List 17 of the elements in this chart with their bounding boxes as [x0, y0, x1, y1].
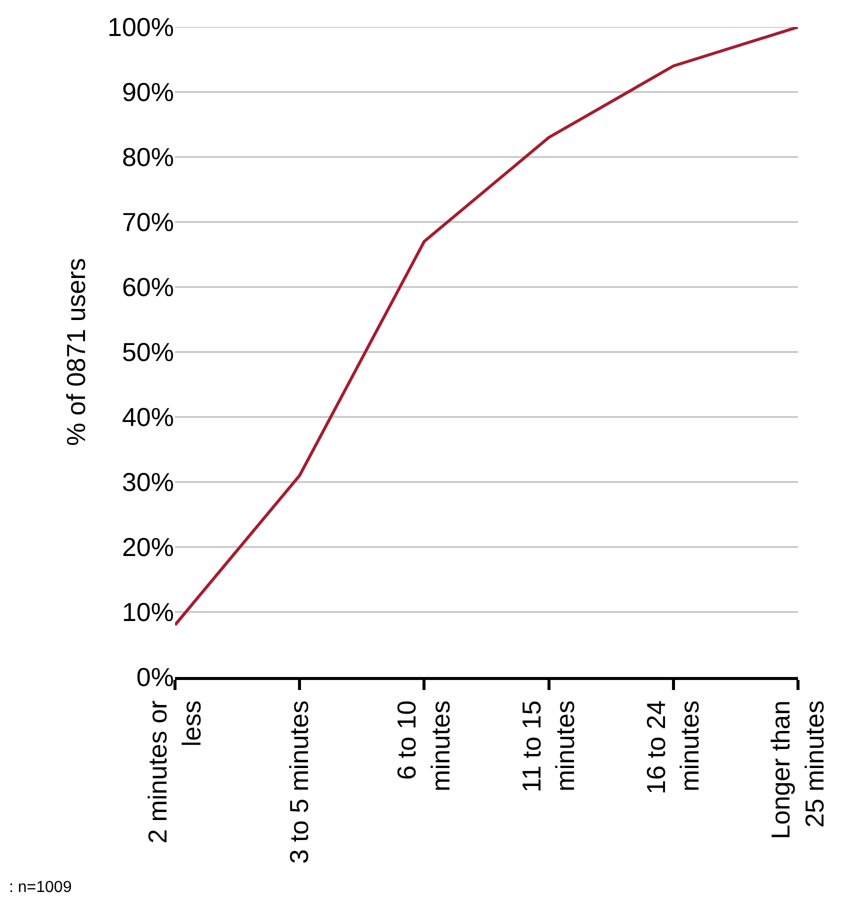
y-axis-title: % of 0871 users: [60, 258, 91, 446]
text: : n=1009: [9, 879, 72, 896]
y-tick-label: 100%: [108, 12, 174, 42]
y-tick-label: 30%: [122, 467, 174, 498]
y-tick-label: 40%: [122, 402, 174, 432]
y-tick-label: 90%: [122, 77, 174, 108]
y-tick-label: 60%: [122, 272, 174, 302]
y-tick-label: 70%: [122, 207, 174, 238]
y-tick-label: 50%: [122, 337, 174, 368]
x-tick-label: 3 to 5 minutes: [284, 700, 314, 864]
y-tick-label: 0%: [136, 662, 174, 692]
y-tick-label: 10%: [122, 597, 174, 628]
line-series: [175, 27, 798, 626]
y-tick-label: 20%: [122, 532, 174, 562]
x-tick-label: 2 minutes or less: [142, 700, 206, 844]
y-tick-label: 80%: [122, 142, 174, 172]
x-tick-label: 6 to 10 minutes: [392, 700, 456, 792]
